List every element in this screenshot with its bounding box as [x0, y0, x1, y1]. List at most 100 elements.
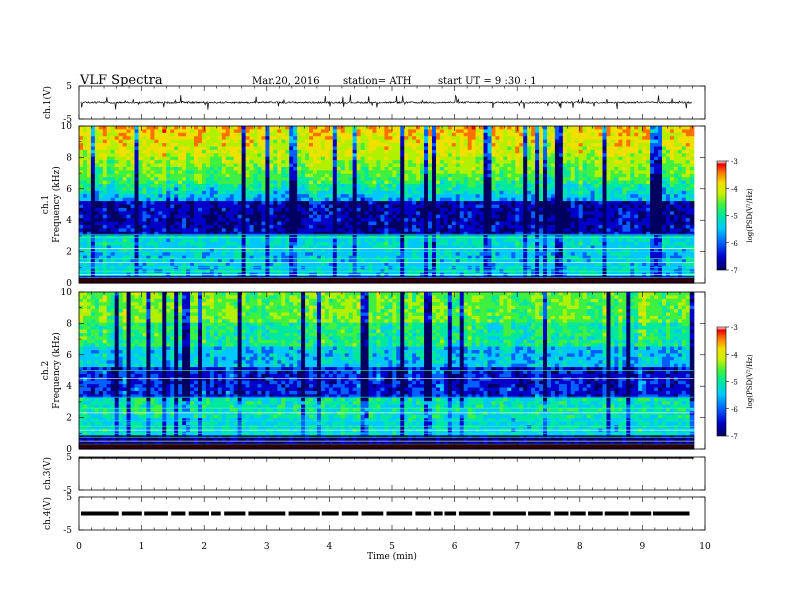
spectrogram-cell [348, 139, 354, 144]
spectrogram-cell [305, 139, 310, 144]
spectrogram-cell [546, 139, 552, 144]
spectrogram-cell [408, 204, 413, 209]
spectrogram-cell [550, 173, 556, 178]
spectrogram-cell [166, 194, 171, 199]
spectrogram-cell [388, 180, 393, 185]
spectrogram-cell [602, 129, 608, 134]
spectrogram-cell [574, 204, 580, 209]
spectrogram-cell [662, 187, 667, 192]
spectrogram-cell [594, 153, 600, 158]
spectrogram-cell [273, 218, 278, 223]
spectrogram-cell [134, 163, 140, 168]
spectrogram-cell [305, 126, 310, 131]
spectrogram-cell [340, 139, 346, 144]
spectrogram-cell [665, 184, 671, 189]
spectrogram-cell [201, 221, 207, 226]
spectrogram-cell [435, 214, 441, 219]
spectrogram-cell [431, 136, 437, 141]
spectrogram-cell [491, 170, 497, 175]
spectrogram-cell [519, 218, 524, 223]
spectrogram-cell [348, 153, 354, 158]
spectrogram-cell [523, 218, 528, 223]
spectrogram-cell [114, 132, 120, 137]
spectrogram-cell [463, 160, 469, 165]
spectrogram-cell [130, 177, 136, 182]
spectrogram-cell [340, 177, 346, 182]
spectrogram-cell [681, 149, 687, 154]
spectrogram-cell [130, 214, 136, 219]
spectrogram-cell [170, 149, 175, 154]
spectrogram-cell [396, 153, 401, 158]
spectrogram-cell [257, 153, 263, 158]
spectrogram-cell [574, 180, 580, 185]
spectrogram-cell [408, 163, 413, 168]
spectrogram-cell [507, 126, 512, 131]
spectrogram-cell [483, 194, 489, 199]
spectrogram-cell [662, 224, 667, 229]
spectrogram-cell [118, 173, 124, 178]
spectrogram-cell [677, 228, 683, 233]
spectrogram-cell [424, 160, 429, 165]
spectrogram-cell [122, 187, 128, 192]
spectrogram-cell [610, 132, 616, 137]
spectrogram-cell [229, 180, 235, 185]
spectrogram-cell [372, 197, 378, 202]
spectrogram-cell [650, 194, 655, 199]
spectrogram-cell [582, 160, 588, 165]
spectrogram-cell [269, 126, 274, 131]
spectrogram-cell [487, 136, 493, 141]
spectrogram-cell [543, 228, 548, 233]
spectrogram-cell [364, 129, 370, 134]
spectrogram-cell [110, 177, 116, 182]
spectrogram-cell [114, 187, 120, 192]
spectrogram-cell [416, 180, 421, 185]
spectrogram-cell [487, 177, 493, 182]
spectrogram-cell [170, 201, 175, 206]
spectrogram-cell [527, 177, 532, 182]
spectrogram-cell [201, 177, 207, 182]
spectrogram-cell [98, 129, 104, 134]
spectrogram-cell [130, 180, 136, 185]
spectrogram-cell [257, 139, 263, 144]
spectrogram-cell [543, 207, 548, 212]
spectrogram-cell [618, 224, 623, 229]
spectrogram-cell [523, 207, 528, 212]
spectrogram-cell [79, 129, 84, 134]
spectrogram-cell [511, 197, 516, 202]
spectrogram-cell [511, 180, 516, 185]
spectrogram-cell [471, 173, 477, 178]
spectrogram-cell [455, 143, 461, 148]
spectrogram-cell [229, 201, 235, 206]
spectrogram-cell [471, 224, 477, 229]
spectrogram-cell [546, 160, 552, 165]
spectrogram-cell [281, 126, 286, 131]
spectrogram-cell [447, 173, 453, 178]
spectrogram-cell [665, 211, 671, 216]
spectrogram-cell [348, 143, 354, 148]
spectrogram-cell [467, 228, 473, 233]
spectrogram-cell [602, 163, 608, 168]
spectrogram-cell [531, 163, 536, 168]
spectrogram-cell [380, 126, 385, 131]
spectrogram-cell [360, 156, 366, 161]
spectrogram-cell [562, 204, 568, 209]
spectrogram-cell [527, 143, 532, 148]
spectrogram-cell [312, 228, 318, 233]
spectrogram-cell [301, 170, 306, 175]
spectrogram-cell [380, 190, 385, 195]
spectrogram-cell [467, 139, 473, 144]
spectrogram-cell [626, 149, 631, 154]
spectrogram-cell [606, 190, 612, 195]
spectrogram-cell [404, 231, 409, 236]
spectrogram-cell [118, 214, 124, 219]
spectrogram-cell [658, 126, 663, 131]
spectrogram-cell [217, 211, 223, 216]
spectrogram-cell [550, 224, 556, 229]
spectrogram-cell [598, 207, 604, 212]
spectrogram-cell [114, 146, 120, 151]
spectrogram-cell [301, 204, 306, 209]
spectrogram-cell [158, 228, 163, 233]
spectrogram-cell [384, 211, 389, 216]
spectrogram-cell [384, 156, 389, 161]
spectrogram-cell [213, 207, 219, 212]
